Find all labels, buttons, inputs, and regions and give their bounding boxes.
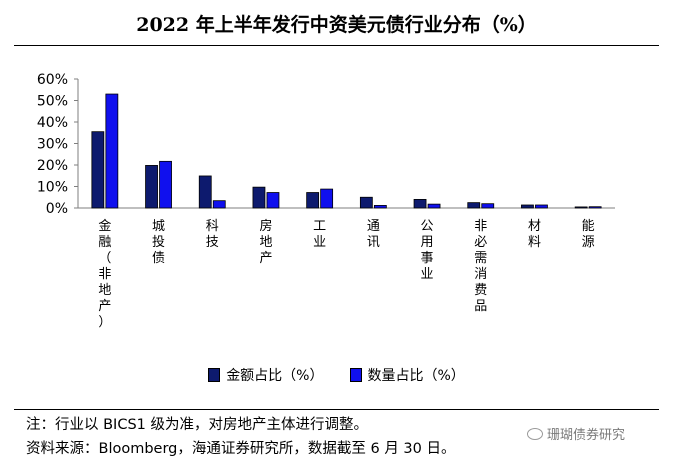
legend-label-count: 数量占比（%） — [367, 368, 465, 384]
bar-amount — [145, 165, 158, 209]
x-category-label: 房地产 — [259, 218, 272, 266]
bar-amount — [521, 204, 534, 209]
bar-count — [481, 203, 495, 209]
bar-amount — [574, 206, 588, 209]
legend-item-amount: 金额占比（%） — [208, 365, 324, 385]
bar-amount — [252, 186, 266, 209]
bar-amount — [306, 192, 320, 209]
source-text: 资料来源：Bloomberg，海通证券研究所，数据截至 6 月 30 日。 — [26, 441, 456, 457]
wechat-icon — [527, 427, 543, 440]
bar-amount — [467, 202, 481, 209]
bar-amount — [413, 198, 427, 209]
legend-item-count: 数量占比（%） — [349, 365, 465, 385]
x-category-label: 工业 — [313, 219, 326, 250]
bar-count — [212, 200, 226, 209]
y-tick-label: 60% — [37, 72, 68, 88]
bar-count — [320, 188, 334, 209]
x-category-label: 能源 — [582, 219, 595, 250]
bar-amount — [198, 175, 212, 209]
legend-label-amount: 金额占比（%） — [226, 368, 324, 384]
chart-title: 2022 年上半年发行中资美元债行业分布（%） — [136, 14, 537, 36]
x-category-label: 公用事业 — [421, 219, 434, 282]
bar-amount — [91, 131, 105, 209]
x-category-label: 通讯 — [367, 219, 380, 250]
bar-amount — [359, 196, 373, 209]
bar-count — [159, 160, 172, 209]
bar-count — [105, 93, 119, 209]
y-tick-label: 20% — [37, 158, 68, 174]
y-tick-label: 30% — [37, 137, 68, 153]
bottom-rule — [14, 409, 659, 410]
y-tick-label: 40% — [37, 115, 68, 131]
y-tick-label: 10% — [37, 180, 68, 196]
watermark-text: 珊瑚债券研究 — [547, 428, 626, 443]
bar-count — [266, 192, 280, 209]
bar-count — [588, 206, 602, 209]
x-category-label: 城投债 — [152, 219, 165, 266]
x-category-label: 金融（非地产） — [98, 218, 111, 330]
watermark: 珊瑚债券研究 — [527, 424, 625, 443]
bar-count — [427, 203, 441, 209]
x-category-label: 材料 — [528, 219, 541, 250]
bar-chart: 0% 10% 20% 30% 40% 50% 60% 金融（非地产） 城投债 科技 房地产 工业 通讯 公… — [37, 72, 615, 330]
y-tick-label: 0% — [46, 201, 68, 217]
note-text: 注：行业以 BICS1 级为准，对房地产主体进行调整。 — [26, 417, 368, 433]
top-rule — [14, 45, 659, 46]
y-tick-label: 50% — [37, 94, 68, 110]
legend-swatch-amount — [208, 368, 221, 382]
bar-count — [535, 204, 548, 209]
legend: 金额占比（%） 数量占比（%） — [0, 365, 673, 385]
legend-swatch-count — [349, 368, 362, 382]
bar-count — [373, 205, 387, 209]
x-category-label: 非必需消费品 — [474, 219, 487, 314]
x-category-label: 科技 — [206, 219, 219, 250]
